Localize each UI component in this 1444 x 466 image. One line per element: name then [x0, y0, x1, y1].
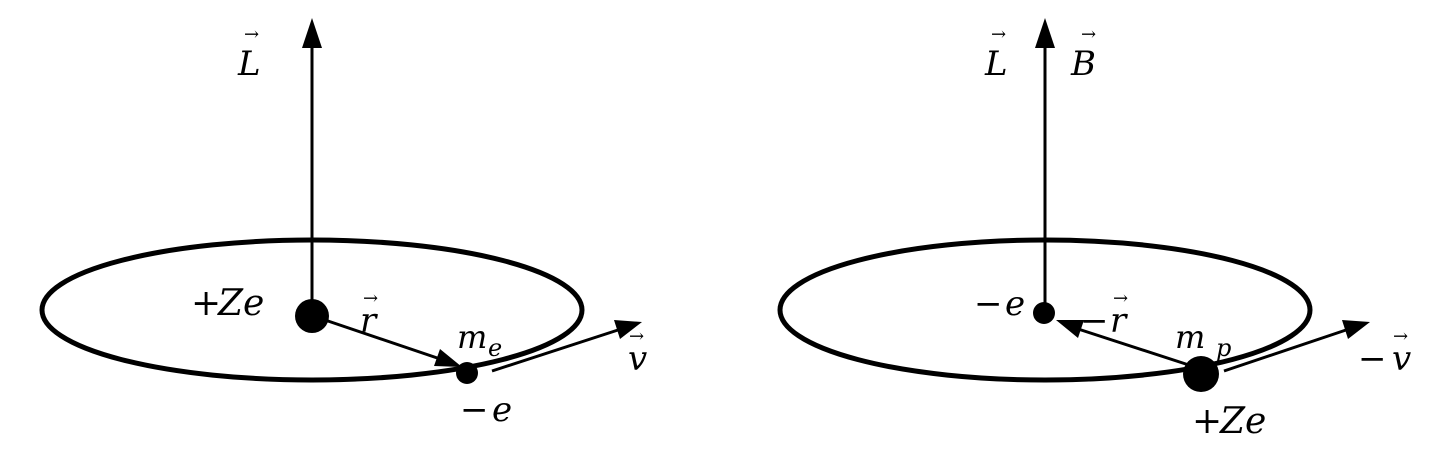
svg-text:+: + [1192, 401, 1222, 442]
left-angular-momentum-label: L → [237, 24, 261, 84]
left-electron-charge: − e [460, 390, 512, 430]
svg-text:−: − [1080, 301, 1109, 341]
left-electron [456, 362, 478, 384]
right-radius-label: − r → [1080, 288, 1128, 341]
svg-text:m: m [457, 318, 487, 356]
right-nucleus [1183, 356, 1219, 392]
left-radius-label: r → [360, 288, 378, 341]
svg-text:r: r [360, 301, 378, 341]
right-nucleus-charge: + Ze [1192, 401, 1266, 442]
svg-text:→: → [1393, 326, 1408, 347]
svg-text:L: L [237, 44, 261, 84]
svg-text:r: r [1110, 301, 1128, 341]
right-radius-arrowhead [1056, 320, 1084, 338]
svg-text:e: e [488, 334, 502, 362]
svg-text:→: → [1113, 288, 1128, 309]
svg-text:−: − [974, 284, 1003, 324]
svg-text:B: B [1070, 44, 1096, 84]
left-radius-vector [324, 318, 456, 366]
svg-text:Ze: Ze [1219, 401, 1266, 442]
left-velocity-label: v → [628, 326, 647, 379]
svg-text:→: → [991, 24, 1006, 45]
svg-text:p: p [1216, 334, 1231, 362]
svg-text:−: − [1358, 339, 1387, 379]
left-velocity-vector [491, 328, 619, 373]
right-panel: L → B → − e − r → m p + Ze − [777, 18, 1411, 442]
left-velocity-arrowhead [614, 320, 642, 339]
left-panel: L → + Ze r → m e − e v → [39, 18, 647, 430]
left-angular-momentum-arrowhead [302, 18, 322, 48]
right-electron [1033, 302, 1055, 324]
svg-text:m: m [1175, 318, 1205, 356]
left-nucleus-charge: Ze [217, 283, 264, 324]
right-nucleus-mass-label: m p [1175, 318, 1231, 362]
left-electron-mass-label: m e [457, 318, 502, 362]
svg-text:v: v [628, 339, 647, 379]
svg-text:L: L [984, 44, 1008, 84]
right-angular-momentum-arrowhead [1035, 18, 1055, 48]
svg-text:e: e [1005, 284, 1025, 324]
svg-text:→: → [244, 24, 259, 45]
right-radius-vector [1071, 325, 1196, 369]
right-electron-charge: − e [974, 284, 1025, 324]
right-velocity-arrowhead [1342, 320, 1370, 339]
left-nucleus [295, 299, 329, 333]
right-angular-momentum-label: L → [984, 24, 1008, 84]
right-velocity-label: − v → [1358, 326, 1411, 379]
svg-text:e: e [492, 390, 512, 430]
svg-text:→: → [1081, 24, 1096, 45]
svg-text:→: → [363, 288, 378, 309]
svg-text:−: − [460, 390, 489, 430]
svg-text:v: v [1392, 339, 1411, 379]
right-velocity-vector [1223, 328, 1347, 373]
svg-text:→: → [629, 326, 644, 347]
left-radius-arrowhead [434, 349, 462, 367]
left-nucleus-charge-sign: + [191, 283, 221, 324]
right-magnetic-field-label: B → [1070, 24, 1096, 84]
